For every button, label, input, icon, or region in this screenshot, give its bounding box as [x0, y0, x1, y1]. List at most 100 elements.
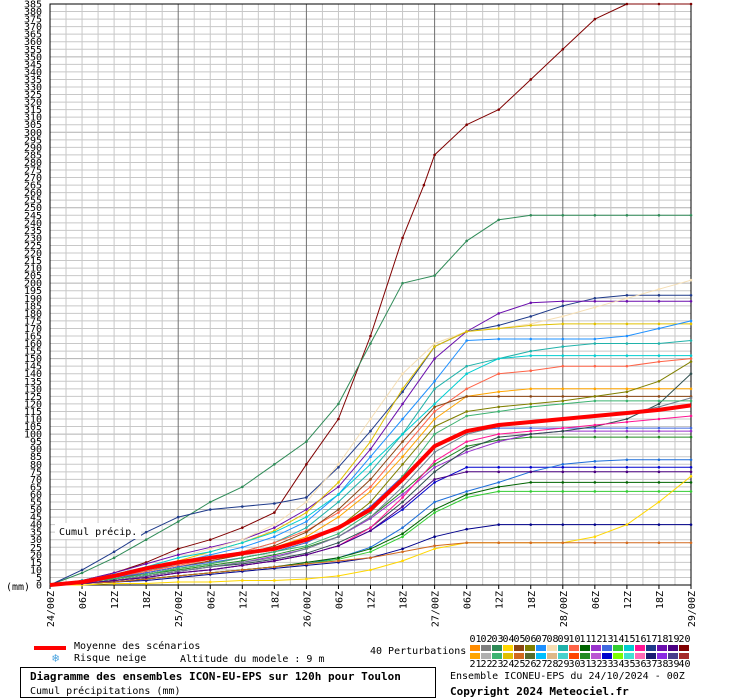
y-tick-label: 235 — [24, 226, 42, 237]
perturbation-number: 17 — [645, 634, 657, 645]
legend-mean-swatch — [34, 646, 66, 650]
series-point — [144, 582, 148, 585]
series-point — [497, 312, 501, 315]
x-tick-label: 24/00Z — [46, 591, 57, 627]
series-point — [176, 556, 180, 560]
y-tick-label: 30 — [30, 535, 42, 546]
series-point — [593, 322, 597, 326]
series-point — [657, 322, 661, 326]
series-point — [273, 511, 276, 514]
series-point — [176, 571, 180, 575]
perturbation-swatch — [569, 645, 579, 651]
series-point — [497, 108, 501, 111]
perturbation-swatch — [624, 645, 634, 651]
altitude-label: Altitude du modele : 9 m — [180, 654, 325, 665]
perturbation-number: 34 — [612, 659, 624, 670]
series-point — [433, 462, 436, 466]
series-point — [208, 580, 212, 584]
series-point — [337, 556, 340, 560]
series-point — [529, 337, 533, 341]
series-point — [497, 405, 501, 409]
series-point — [657, 342, 661, 345]
series-point — [561, 426, 565, 430]
series-point — [529, 405, 533, 409]
series-point — [465, 395, 468, 398]
y-tick-label: 370 — [24, 22, 42, 33]
series-point — [369, 568, 372, 572]
y-tick-label: 40 — [30, 520, 42, 531]
series-point — [625, 481, 629, 484]
series-point — [529, 432, 533, 436]
series-point — [401, 490, 404, 493]
series-point — [337, 402, 340, 406]
series-point — [241, 541, 244, 545]
perturbation-swatch — [525, 645, 535, 651]
series-point — [593, 490, 597, 493]
series-point — [465, 330, 468, 333]
series-point — [561, 337, 565, 341]
series-point — [529, 523, 533, 526]
series-point — [273, 530, 276, 534]
series-point — [369, 478, 372, 481]
series-point — [657, 299, 661, 303]
series-point — [529, 481, 533, 484]
series-point — [144, 576, 148, 579]
y-tick-label: 65 — [30, 482, 42, 493]
series-point — [337, 493, 340, 496]
y-unit-label: (mm) — [6, 582, 30, 593]
series-point — [433, 274, 436, 277]
series-point — [273, 535, 276, 539]
series-point — [176, 553, 180, 557]
series-point — [401, 485, 404, 489]
series-point — [401, 372, 404, 376]
series-point — [305, 440, 308, 443]
series-point — [422, 183, 426, 187]
series-point — [625, 354, 629, 357]
y-tick-label: 375 — [24, 15, 42, 26]
series-point — [273, 502, 276, 505]
series-point — [529, 402, 533, 406]
perturbation-swatch — [613, 653, 623, 659]
series-point — [529, 470, 533, 474]
series-point — [625, 364, 629, 368]
y-tick-label: 185 — [24, 301, 42, 312]
series-point — [689, 465, 693, 469]
series-point — [433, 153, 436, 157]
perturbation-swatch — [591, 645, 601, 651]
series-point — [625, 435, 629, 439]
series-point — [465, 123, 468, 127]
x-tick-label: 12Z — [495, 591, 506, 609]
series-point — [305, 511, 308, 514]
y-tick-label: 260 — [24, 188, 42, 199]
series-point — [529, 315, 533, 318]
series-point — [433, 432, 436, 436]
series-point — [465, 493, 468, 496]
series-point — [208, 553, 212, 557]
series-point — [625, 470, 629, 474]
series-point — [561, 470, 565, 474]
series-point — [241, 526, 244, 529]
perturbation-number: 06 — [524, 634, 536, 645]
y-tick-label: 95 — [30, 437, 42, 448]
series-point — [657, 387, 661, 391]
series-point — [561, 345, 565, 348]
series-point — [657, 470, 661, 474]
series-point — [657, 429, 661, 433]
series-point — [241, 505, 244, 508]
series-point — [273, 559, 276, 563]
series-point — [337, 462, 340, 466]
legend-block: Moyenne des scénarios ❄ Risque neige Alt… — [0, 640, 740, 700]
y-tick-label: 85 — [30, 452, 42, 463]
series-point — [625, 293, 629, 297]
series-point — [433, 547, 436, 551]
perturbation-swatch — [547, 645, 557, 651]
series-point — [433, 478, 436, 481]
series-point — [689, 322, 693, 326]
series-point — [337, 544, 340, 548]
series-point — [529, 490, 533, 493]
perturbation-swatch — [470, 653, 480, 659]
series-point — [80, 568, 84, 572]
series-point — [273, 526, 276, 529]
series-point — [689, 481, 693, 484]
y-tick-label: 270 — [24, 173, 42, 184]
